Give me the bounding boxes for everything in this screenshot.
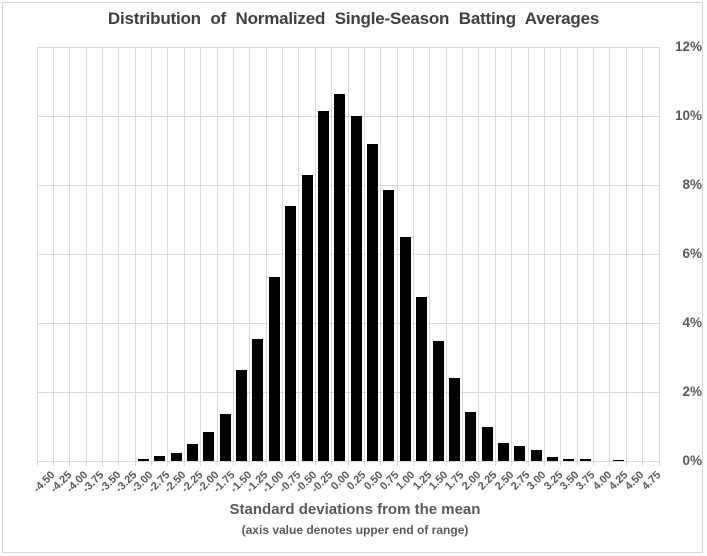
- bar: [579, 458, 591, 461]
- x-axis-title: Standard deviations from the mean: [229, 501, 481, 518]
- bar: [612, 459, 624, 461]
- v-gridline: [609, 47, 611, 466]
- v-gridline: [494, 47, 496, 466]
- v-gridline: [265, 47, 267, 466]
- v-gridline: [511, 47, 513, 466]
- v-gridline: [543, 47, 545, 466]
- v-gridline: [249, 47, 251, 466]
- y-tick-label: 0%: [682, 453, 702, 468]
- bar: [399, 236, 411, 461]
- bar: [367, 143, 379, 461]
- y-tick-label: 2%: [682, 384, 702, 399]
- v-gridline: [151, 47, 153, 466]
- v-gridline: [216, 47, 218, 466]
- bar: [547, 457, 559, 461]
- v-gridline: [462, 47, 464, 466]
- v-gridline: [445, 47, 447, 466]
- y-tick-label: 12%: [674, 39, 702, 54]
- bar: [416, 297, 428, 461]
- v-gridline: [314, 47, 316, 466]
- v-gridline: [478, 47, 480, 466]
- v-gridline: [363, 47, 365, 466]
- bar: [154, 455, 166, 461]
- v-gridline: [576, 47, 578, 466]
- v-gridline: [658, 47, 660, 466]
- bar: [448, 377, 460, 461]
- bar: [137, 459, 149, 461]
- bar: [530, 449, 542, 461]
- v-gridline: [134, 47, 136, 466]
- bar: [481, 426, 493, 461]
- x-axis-subtitle: (axis value denotes upper end of range): [241, 523, 469, 537]
- y-tick-label: 10%: [674, 108, 702, 123]
- v-gridline: [347, 47, 349, 466]
- v-gridline: [232, 47, 234, 466]
- v-gridline: [412, 47, 414, 466]
- bar: [219, 414, 231, 461]
- y-tick-label: 8%: [682, 177, 702, 192]
- v-gridline: [380, 47, 382, 466]
- bar: [334, 93, 346, 461]
- y-tick-label: 6%: [682, 246, 702, 261]
- bar: [285, 205, 297, 461]
- v-gridline: [167, 47, 169, 466]
- v-gridline: [593, 47, 595, 466]
- bar: [514, 445, 526, 461]
- bar: [187, 443, 198, 461]
- bar: [383, 189, 395, 461]
- bar: [563, 459, 575, 461]
- v-gridline: [282, 47, 284, 466]
- bar: [203, 432, 215, 461]
- y-tick-label: 4%: [682, 315, 702, 330]
- v-gridline: [85, 47, 87, 466]
- bar: [268, 277, 280, 461]
- bar: [432, 340, 444, 461]
- v-gridline: [560, 47, 562, 466]
- v-gridline: [200, 47, 202, 466]
- bar: [498, 443, 509, 461]
- plot-area: [36, 46, 660, 466]
- v-gridline: [429, 47, 431, 466]
- bar: [236, 369, 248, 461]
- v-gridline: [69, 47, 71, 466]
- v-gridline: [396, 47, 398, 466]
- v-gridline: [331, 47, 333, 466]
- v-gridline: [527, 47, 529, 466]
- bar: [465, 412, 477, 461]
- bar: [317, 110, 329, 461]
- bar: [350, 116, 362, 461]
- v-gridline: [642, 47, 644, 466]
- chart-title: Distribution of Normalized Single-Season…: [107, 9, 600, 28]
- v-gridline: [52, 47, 54, 466]
- v-gridline: [118, 47, 120, 466]
- v-gridline: [36, 47, 38, 466]
- v-gridline: [625, 47, 627, 466]
- v-gridline: [183, 47, 185, 466]
- bar: [301, 175, 313, 461]
- bar: [170, 453, 182, 461]
- v-gridline: [298, 47, 300, 466]
- v-gridline: [101, 47, 103, 466]
- bar: [252, 339, 264, 461]
